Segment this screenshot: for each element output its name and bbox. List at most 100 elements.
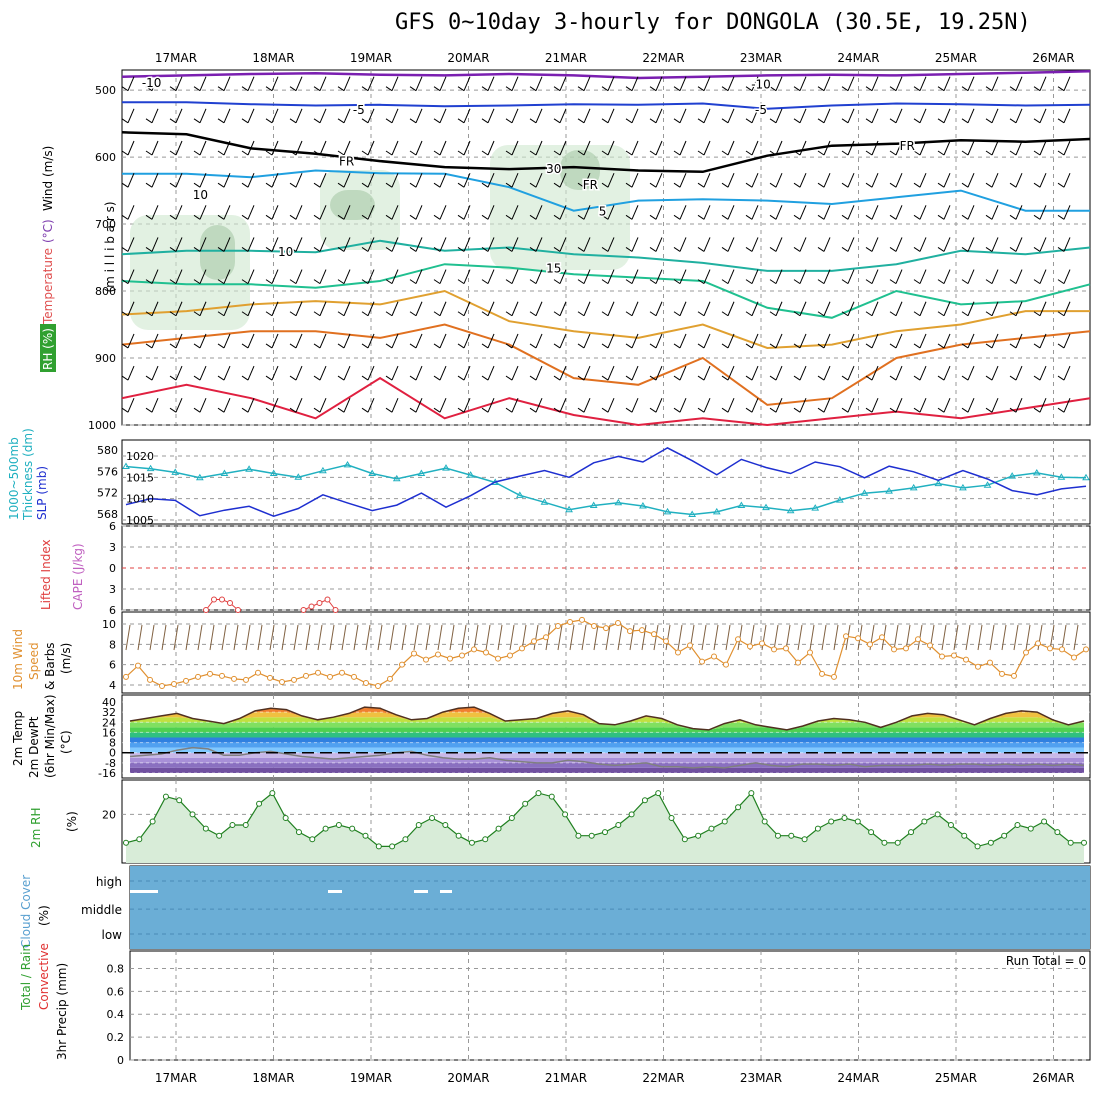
wind-barb [721,375,729,381]
wind-barb [535,237,543,252]
rh-line-point [908,829,915,836]
wind-barb [865,407,873,413]
thickness-line-point [786,506,795,514]
wind-barb [649,247,657,252]
wind-barb [175,172,183,188]
wind-barb [1015,301,1023,316]
wind-barb [673,247,681,252]
wind-barb [1033,86,1041,92]
wind-barb [487,205,495,220]
cloud-ylabel: Cloud Cover (%) [19,875,51,948]
wind-barb [223,140,231,156]
wind-barb [295,108,303,124]
wind-barb [871,301,879,316]
wind-barb [583,108,591,124]
wind-barb [871,205,879,220]
wind-barb [361,343,369,349]
wind-barb [679,269,687,284]
wind-barb [601,86,609,92]
y-tick-thickness: 572 [97,487,118,500]
wind-barb [1063,269,1071,284]
wind-barb [343,108,351,124]
wind10-line-point [675,649,681,656]
dewpt-line [129,746,1085,769]
wind-barb [217,343,225,349]
wind-barb [679,172,687,188]
wind-barb [601,311,609,317]
wind-barb [151,140,159,156]
wind-barb [313,150,321,156]
wind-barb [727,140,735,156]
wind-barb [127,76,135,91]
wind-barb [319,398,327,413]
precip-ylabel-part: Total / Rain [19,944,33,1011]
wind-barb [703,172,711,188]
wind-barb [343,365,351,381]
y-tick-thickness: 580 [97,444,118,457]
thickness-line [125,464,1087,516]
wind-barb [679,398,687,413]
wind-barb [367,398,375,413]
wind10-line-point [411,650,417,657]
wind-barb [343,172,351,188]
wind-barb [985,118,993,124]
wind10-barb [605,624,611,651]
wind-barb [559,237,567,252]
cape-ylabel-part: CAPE (J/kg) [71,543,85,610]
wind-barb [847,333,855,349]
wind-barb [1057,118,1065,124]
date-label-top: 18MAR [252,51,294,65]
rh-line-point [216,832,223,839]
wind-barb [361,247,369,252]
wind-barb [985,86,993,92]
wind-barb [961,86,969,92]
wind10-line-point [687,642,693,649]
wind-barb [151,76,159,91]
wind-barb [607,333,615,349]
temp-band [130,747,1084,753]
wind-barb [937,182,945,188]
wind-barb [511,365,519,381]
wind-barb [271,333,279,349]
wind-barb [793,214,801,220]
rh-line-point [256,800,263,807]
wind-barb [727,301,735,316]
wind-barb [1057,343,1065,349]
rh-line-point [335,822,342,829]
wind-barb [409,86,417,92]
wind-barb [967,237,975,252]
rh-line-point [854,818,861,825]
wind10-line-point [735,636,741,643]
rh-line-point [1041,818,1048,825]
rh-ylabel-part: (%) [65,811,79,832]
wind-barb [535,333,543,349]
wind-barb [511,108,519,124]
wind-barb [169,86,177,92]
wind-barb [991,365,999,381]
wind-barb [121,118,129,124]
wind10-barb [125,624,131,651]
wind-barb [289,86,297,92]
wind-barb [865,343,873,349]
wind-barb [865,311,873,317]
wind10-line-point [639,627,645,634]
wind-barb [505,118,513,124]
wind-barb [559,269,567,284]
wind-barb [313,247,321,252]
wind-barb [529,343,537,349]
rh-legend-swatch [40,324,56,372]
wind10-line-point [711,653,717,660]
wind-barb [793,86,801,92]
wind-barb [199,269,207,284]
thickness-line-point [737,501,746,508]
wind-barb [319,365,327,381]
wind-barb [775,333,783,349]
contour-label: FR [900,139,915,153]
wind-barb [343,237,351,252]
wind-barb [769,118,777,124]
wind-barb [151,205,159,220]
thickness-line-point [245,465,253,472]
wind-barb [391,237,399,252]
wind-barb [145,375,153,381]
wind-barb [535,301,543,316]
